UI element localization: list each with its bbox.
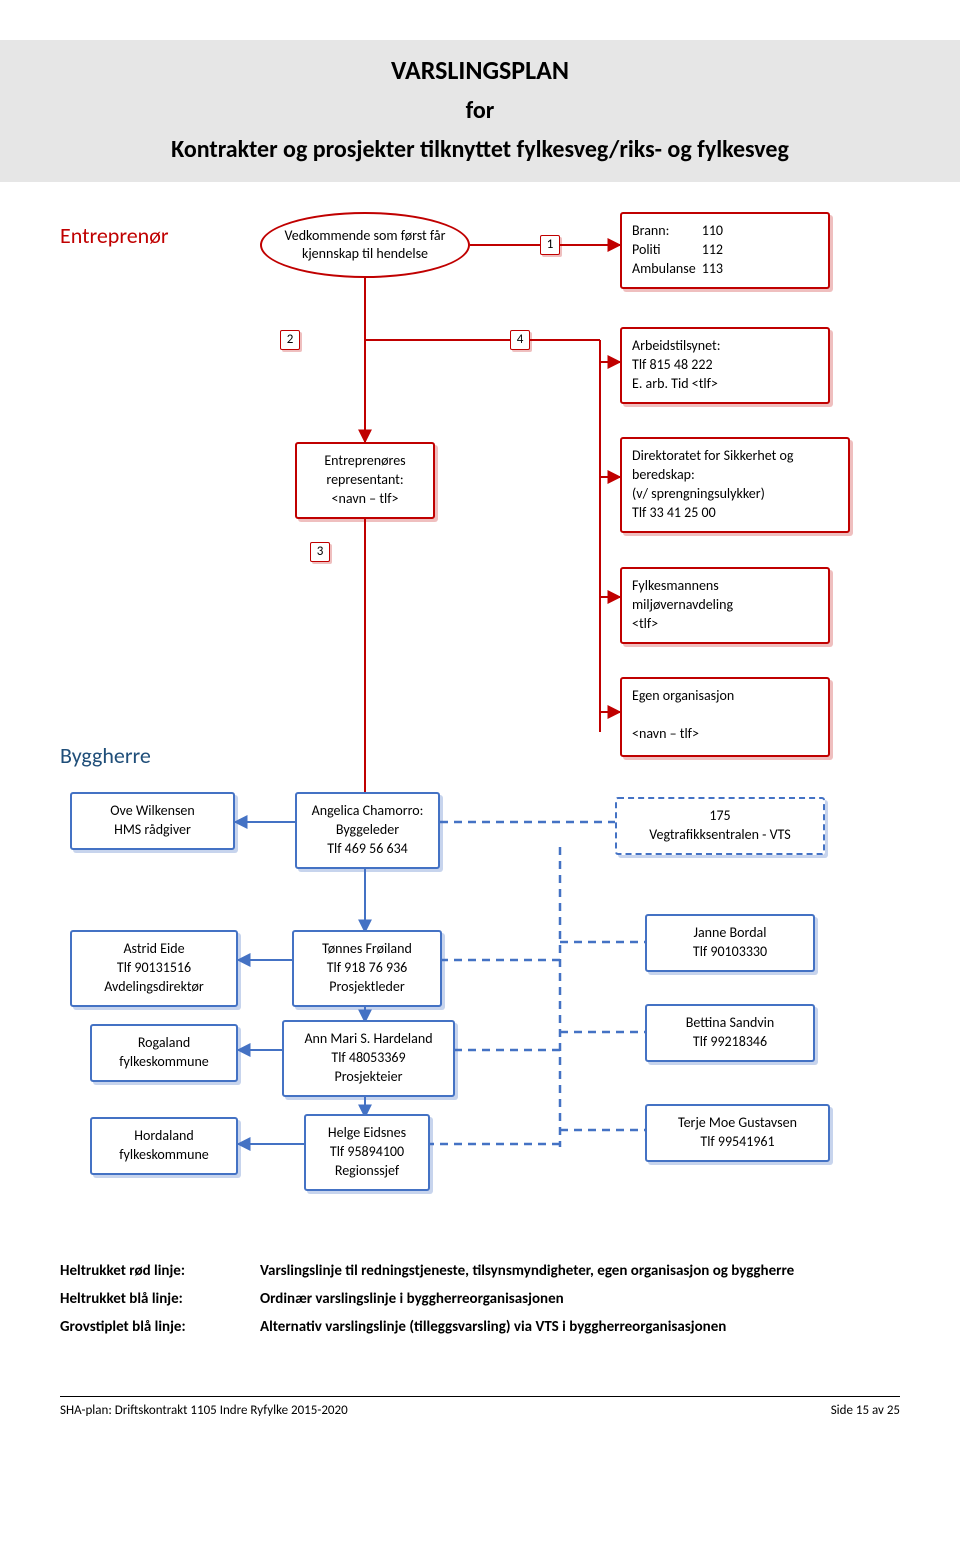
dsb-box: Direktoratet for Sikkerhet og beredskap:… <box>620 437 850 533</box>
entreprenor-label: Entreprenør <box>60 222 169 249</box>
helge-box: Helge Eidsnes Tlf 95894100 Regionssjef <box>304 1114 430 1191</box>
egen-org-box: Egen organisasjon <navn – tlf> <box>620 677 830 757</box>
legend-val: Alternativ varslingslinje (tilleggsvarsl… <box>260 1318 900 1336</box>
legend-val: Varslingslinje til redningstjeneste, til… <box>260 1262 900 1280</box>
bettina-box: Bettina Sandvin Tlf 99218346 <box>645 1004 815 1062</box>
legend-key: Heltrukket blå linje: <box>60 1290 260 1308</box>
legend-key: Grovstiplet blå linje: <box>60 1318 260 1336</box>
entrep-rep-box: Entreprenøres representant: <navn – tlf> <box>295 442 435 519</box>
terje-box: Terje Moe Gustavsen Tlf 99541961 <box>645 1104 830 1162</box>
flowchart: Entreprenør Vedkommende som først får kj… <box>60 212 900 1242</box>
title-line2: for <box>0 96 960 125</box>
legend-row: Heltrukket blå linje: Ordinær varslingsl… <box>60 1290 900 1308</box>
footer-right: Side 15 av 25 <box>831 1403 900 1418</box>
fylkesmann-box: Fylkesmannens miljøvernavdeling <tlf> <box>620 567 830 644</box>
arbeidstilsynet-box: Arbeidstilsynet: Tlf 815 48 222 E. arb. … <box>620 327 830 404</box>
rogaland-box: Rogaland fylkeskommune <box>90 1024 238 1082</box>
start-node: Vedkommende som først får kjennskap til … <box>260 212 470 278</box>
hordaland-box: Hordaland fylkeskommune <box>90 1117 238 1175</box>
vts-box: 175 Vegtrafikksentralen - VTS <box>615 797 825 855</box>
num-4: 4 <box>510 330 530 350</box>
title-line3: Kontrakter og prosjekter tilknyttet fylk… <box>0 135 960 164</box>
start-text: Vedkommende som først får kjennskap til … <box>270 227 460 263</box>
emergency-box: Brann:110 Politi112 Ambulanse113 <box>620 212 830 289</box>
byggherre-label: Byggherre <box>60 742 151 769</box>
legend: Heltrukket rød linje: Varslingslinje til… <box>60 1262 900 1336</box>
legend-val: Ordinær varslingslinje i byggherreorgani… <box>260 1290 900 1308</box>
title-band: VARSLINGSPLAN for Kontrakter og prosjekt… <box>0 40 960 182</box>
legend-key: Heltrukket rød linje: <box>60 1262 260 1280</box>
janne-box: Janne Bordal Tlf 90103330 <box>645 914 815 972</box>
astrid-box: Astrid Eide Tlf 90131516 Avdelingsdirekt… <box>70 930 238 1007</box>
tonnes-box: Tønnes Frøiland Tlf 918 76 936 Prosjektl… <box>292 930 442 1007</box>
emergency-table: Brann:110 Politi112 Ambulanse113 <box>632 222 729 279</box>
ove-box: Ove Wilkensen HMS rådgiver <box>70 792 235 850</box>
legend-row: Heltrukket rød linje: Varslingslinje til… <box>60 1262 900 1280</box>
page-footer: SHA-plan: Driftskontrakt 1105 Indre Ryfy… <box>60 1396 900 1418</box>
num-2: 2 <box>280 330 300 350</box>
title-line1: VARSLINGSPLAN <box>0 54 960 86</box>
num-1: 1 <box>540 235 560 255</box>
num-3: 3 <box>310 542 330 562</box>
annmari-box: Ann Mari S. Hardeland Tlf 48053369 Prosj… <box>282 1020 455 1097</box>
footer-left: SHA-plan: Driftskontrakt 1105 Indre Ryfy… <box>60 1403 348 1418</box>
legend-row: Grovstiplet blå linje: Alternativ varsli… <box>60 1318 900 1336</box>
angelica-box: Angelica Chamorro: Byggeleder Tlf 469 56… <box>295 792 440 869</box>
